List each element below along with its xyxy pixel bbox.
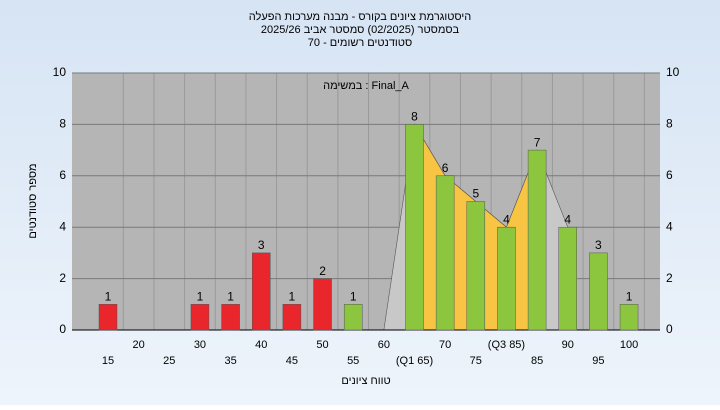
bar — [405, 124, 424, 331]
value-label: 1 — [197, 289, 204, 303]
x-tick-label: 95 — [592, 355, 604, 367]
bar — [221, 304, 240, 331]
x-tick-label: 55 — [347, 355, 359, 367]
x-tick-label: 100 — [620, 339, 638, 351]
value-label: 8 — [411, 110, 418, 124]
x-tick-label: 30 — [194, 339, 206, 351]
y-tick-label: 8 — [59, 117, 66, 131]
x-tick-label: 85 — [531, 355, 543, 367]
bar — [466, 201, 486, 331]
x-tick-label: 90 — [562, 339, 574, 351]
value-label: 6 — [442, 161, 449, 175]
bar — [313, 278, 332, 331]
bar — [527, 149, 547, 331]
x-tick-label: (Q1 65) — [396, 355, 433, 367]
value-label: 2 — [319, 264, 326, 278]
x-axis-label: טווח ציונים — [341, 375, 390, 387]
x-tick-label: 20 — [133, 339, 145, 351]
chart-subtitle: סטודנטים רשומים - 70 — [308, 37, 412, 49]
y2-tick-label: 10 — [666, 65, 680, 79]
chart-subtitle: בסמסטר (02/2025) סמסטר אביב 2025/26 — [261, 24, 460, 36]
y-tick-label: 10 — [53, 65, 67, 79]
x-tick-label: 60 — [378, 339, 390, 351]
y2-tick-label: 2 — [666, 271, 673, 285]
value-label: 1 — [289, 289, 296, 303]
x-tick-label: 50 — [316, 339, 328, 351]
y-axis-label: מספר סטודנטים — [27, 163, 39, 238]
y-tick-label: 4 — [59, 219, 66, 233]
x-tick-label: 25 — [163, 355, 175, 367]
bar — [435, 175, 455, 331]
value-label: 7 — [534, 135, 541, 149]
bar — [282, 304, 302, 331]
bar — [98, 304, 118, 331]
bar — [589, 252, 608, 331]
value-label: 1 — [626, 289, 633, 303]
x-tick-label: 70 — [439, 339, 451, 351]
annotation: במשימה : Final_A — [323, 80, 409, 92]
y2-tick-label: 6 — [666, 168, 673, 182]
x-tick-label: (Q3 85) — [488, 339, 525, 351]
y-tick-label: 0 — [59, 322, 66, 336]
y2-tick-label: 0 — [666, 322, 673, 336]
y2-tick-label: 8 — [666, 117, 673, 131]
y-tick-label: 6 — [59, 168, 66, 182]
value-label: 1 — [105, 289, 112, 303]
x-tick-label: 15 — [102, 355, 114, 367]
x-tick-label: 75 — [470, 355, 482, 367]
bar — [343, 304, 363, 331]
value-label: 1 — [227, 289, 234, 303]
bar — [190, 304, 210, 331]
value-label: 4 — [503, 212, 510, 226]
y2-tick-label: 4 — [666, 219, 673, 233]
x-tick-label: 35 — [224, 355, 236, 367]
chart-title: היסטוגרמת ציונים בקורס - מבנה מערכות הפע… — [249, 10, 471, 23]
value-label: 1 — [350, 289, 357, 303]
bar — [558, 226, 577, 331]
value-label: 3 — [258, 238, 265, 252]
x-tick-label: 40 — [255, 339, 267, 351]
bar — [252, 252, 271, 331]
bar — [497, 226, 516, 331]
y-tick-label: 2 — [59, 271, 66, 285]
value-label: 3 — [595, 238, 602, 252]
bar — [619, 304, 639, 331]
value-label: 5 — [472, 187, 479, 201]
value-label: 4 — [564, 212, 571, 226]
x-tick-label: 45 — [286, 355, 298, 367]
